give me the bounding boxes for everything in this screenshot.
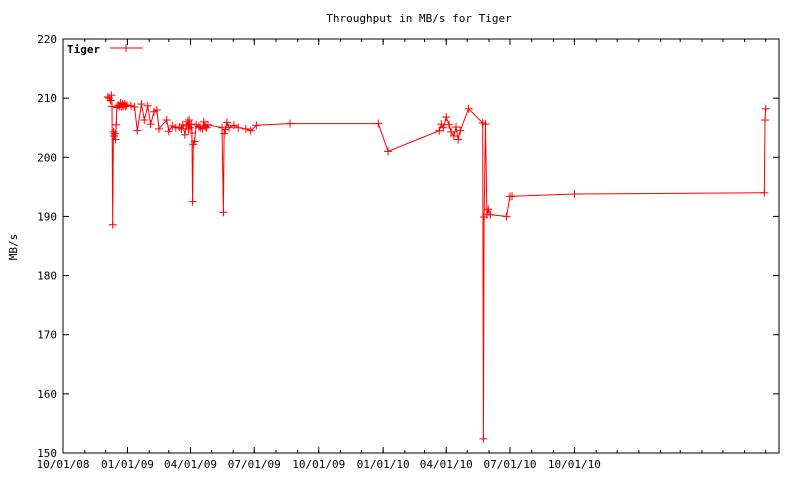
data-point xyxy=(185,123,194,132)
data-point xyxy=(454,135,463,144)
x-tick-label: 10/01/10 xyxy=(548,458,601,471)
data-point xyxy=(137,100,146,109)
chart-title: Throughput in MB/s for Tiger xyxy=(326,12,512,25)
x-tick-label: 07/01/09 xyxy=(228,458,281,471)
data-point xyxy=(190,137,199,146)
data-point xyxy=(152,105,161,114)
data-point xyxy=(143,101,152,110)
series-tiger xyxy=(103,91,770,443)
x-tick-label: 04/01/09 xyxy=(164,458,217,471)
data-point xyxy=(180,130,189,139)
data-point xyxy=(508,192,517,201)
data-point xyxy=(447,127,456,136)
data-point xyxy=(204,120,213,129)
data-point xyxy=(234,123,243,132)
x-tick-label: 10/01/08 xyxy=(37,458,90,471)
data-point xyxy=(221,125,230,134)
y-tick-label: 180 xyxy=(37,270,57,283)
data-point xyxy=(225,123,234,132)
x-tick-label: 04/01/10 xyxy=(420,458,473,471)
data-point xyxy=(437,120,446,129)
data-point xyxy=(119,101,128,110)
x-tick-label: 10/01/09 xyxy=(292,458,345,471)
data-point xyxy=(760,188,769,197)
y-tick-label: 220 xyxy=(37,33,57,46)
data-point xyxy=(187,129,196,138)
data-point xyxy=(435,126,444,135)
plot-frame xyxy=(62,38,780,454)
data-point xyxy=(761,104,770,113)
data-point xyxy=(187,120,196,129)
x-tick-label: 01/01/10 xyxy=(357,458,410,471)
data-point xyxy=(188,197,197,206)
data-point xyxy=(164,127,173,136)
data-point xyxy=(479,434,488,443)
data-point xyxy=(162,116,171,125)
data-point xyxy=(219,208,228,217)
x-axis: 10/01/08 01/01/09 04/01/09 07/01/09 10/01/09… xyxy=(37,39,767,471)
data-point xyxy=(252,121,261,130)
data-point xyxy=(384,147,393,156)
data-point xyxy=(184,124,193,133)
data-point xyxy=(133,126,142,135)
data-point xyxy=(146,120,155,129)
data-point xyxy=(442,113,451,122)
data-point xyxy=(185,116,194,125)
data-point xyxy=(199,117,208,126)
data-point xyxy=(445,120,454,129)
data-point xyxy=(110,129,119,138)
data-point xyxy=(439,123,448,132)
data-point xyxy=(486,210,495,219)
series-points-tiger xyxy=(103,91,770,443)
data-point xyxy=(502,212,511,221)
data-point xyxy=(178,120,187,129)
data-point xyxy=(484,205,493,214)
y-axis: 150 160 170 180 190 200 210 220 xyxy=(37,33,779,460)
data-point xyxy=(246,126,255,135)
x-tick-label: 01/01/09 xyxy=(101,458,154,471)
data-point xyxy=(107,91,116,100)
x-tick-label: 07/01/10 xyxy=(483,458,536,471)
data-point xyxy=(109,127,118,136)
data-point xyxy=(171,123,180,132)
data-point xyxy=(154,124,163,133)
data-point xyxy=(374,119,383,128)
data-point xyxy=(218,123,227,132)
y-tick-label: 170 xyxy=(37,329,57,342)
data-point xyxy=(121,102,130,111)
y-tick-label: 160 xyxy=(37,388,57,401)
data-point xyxy=(241,124,250,133)
data-point xyxy=(126,101,135,110)
data-point xyxy=(760,116,769,125)
data-point xyxy=(456,126,465,135)
data-point xyxy=(222,118,231,127)
data-point xyxy=(112,120,121,129)
data-point xyxy=(130,103,139,112)
legend: Tiger xyxy=(67,43,143,56)
data-point xyxy=(106,96,115,105)
data-point xyxy=(220,129,229,138)
data-point xyxy=(108,102,117,111)
data-point xyxy=(481,120,490,129)
legend-label-tiger: Tiger xyxy=(67,43,100,56)
data-point xyxy=(122,101,131,110)
series-line-tiger xyxy=(107,95,767,439)
data-point xyxy=(140,116,149,125)
data-point xyxy=(108,220,117,229)
data-point xyxy=(452,123,461,132)
y-tick-label: 210 xyxy=(37,92,57,105)
data-point xyxy=(570,189,579,198)
y-tick-label: 150 xyxy=(37,447,57,460)
data-point xyxy=(177,124,186,133)
data-point xyxy=(168,121,177,130)
y-tick-label: 200 xyxy=(37,151,57,164)
y-axis-label: MB/s xyxy=(7,234,20,261)
data-point xyxy=(464,104,473,113)
y-tick-label: 190 xyxy=(37,210,57,223)
data-point xyxy=(285,119,294,128)
data-point xyxy=(449,131,458,140)
data-point xyxy=(229,121,238,130)
data-point xyxy=(111,135,120,144)
